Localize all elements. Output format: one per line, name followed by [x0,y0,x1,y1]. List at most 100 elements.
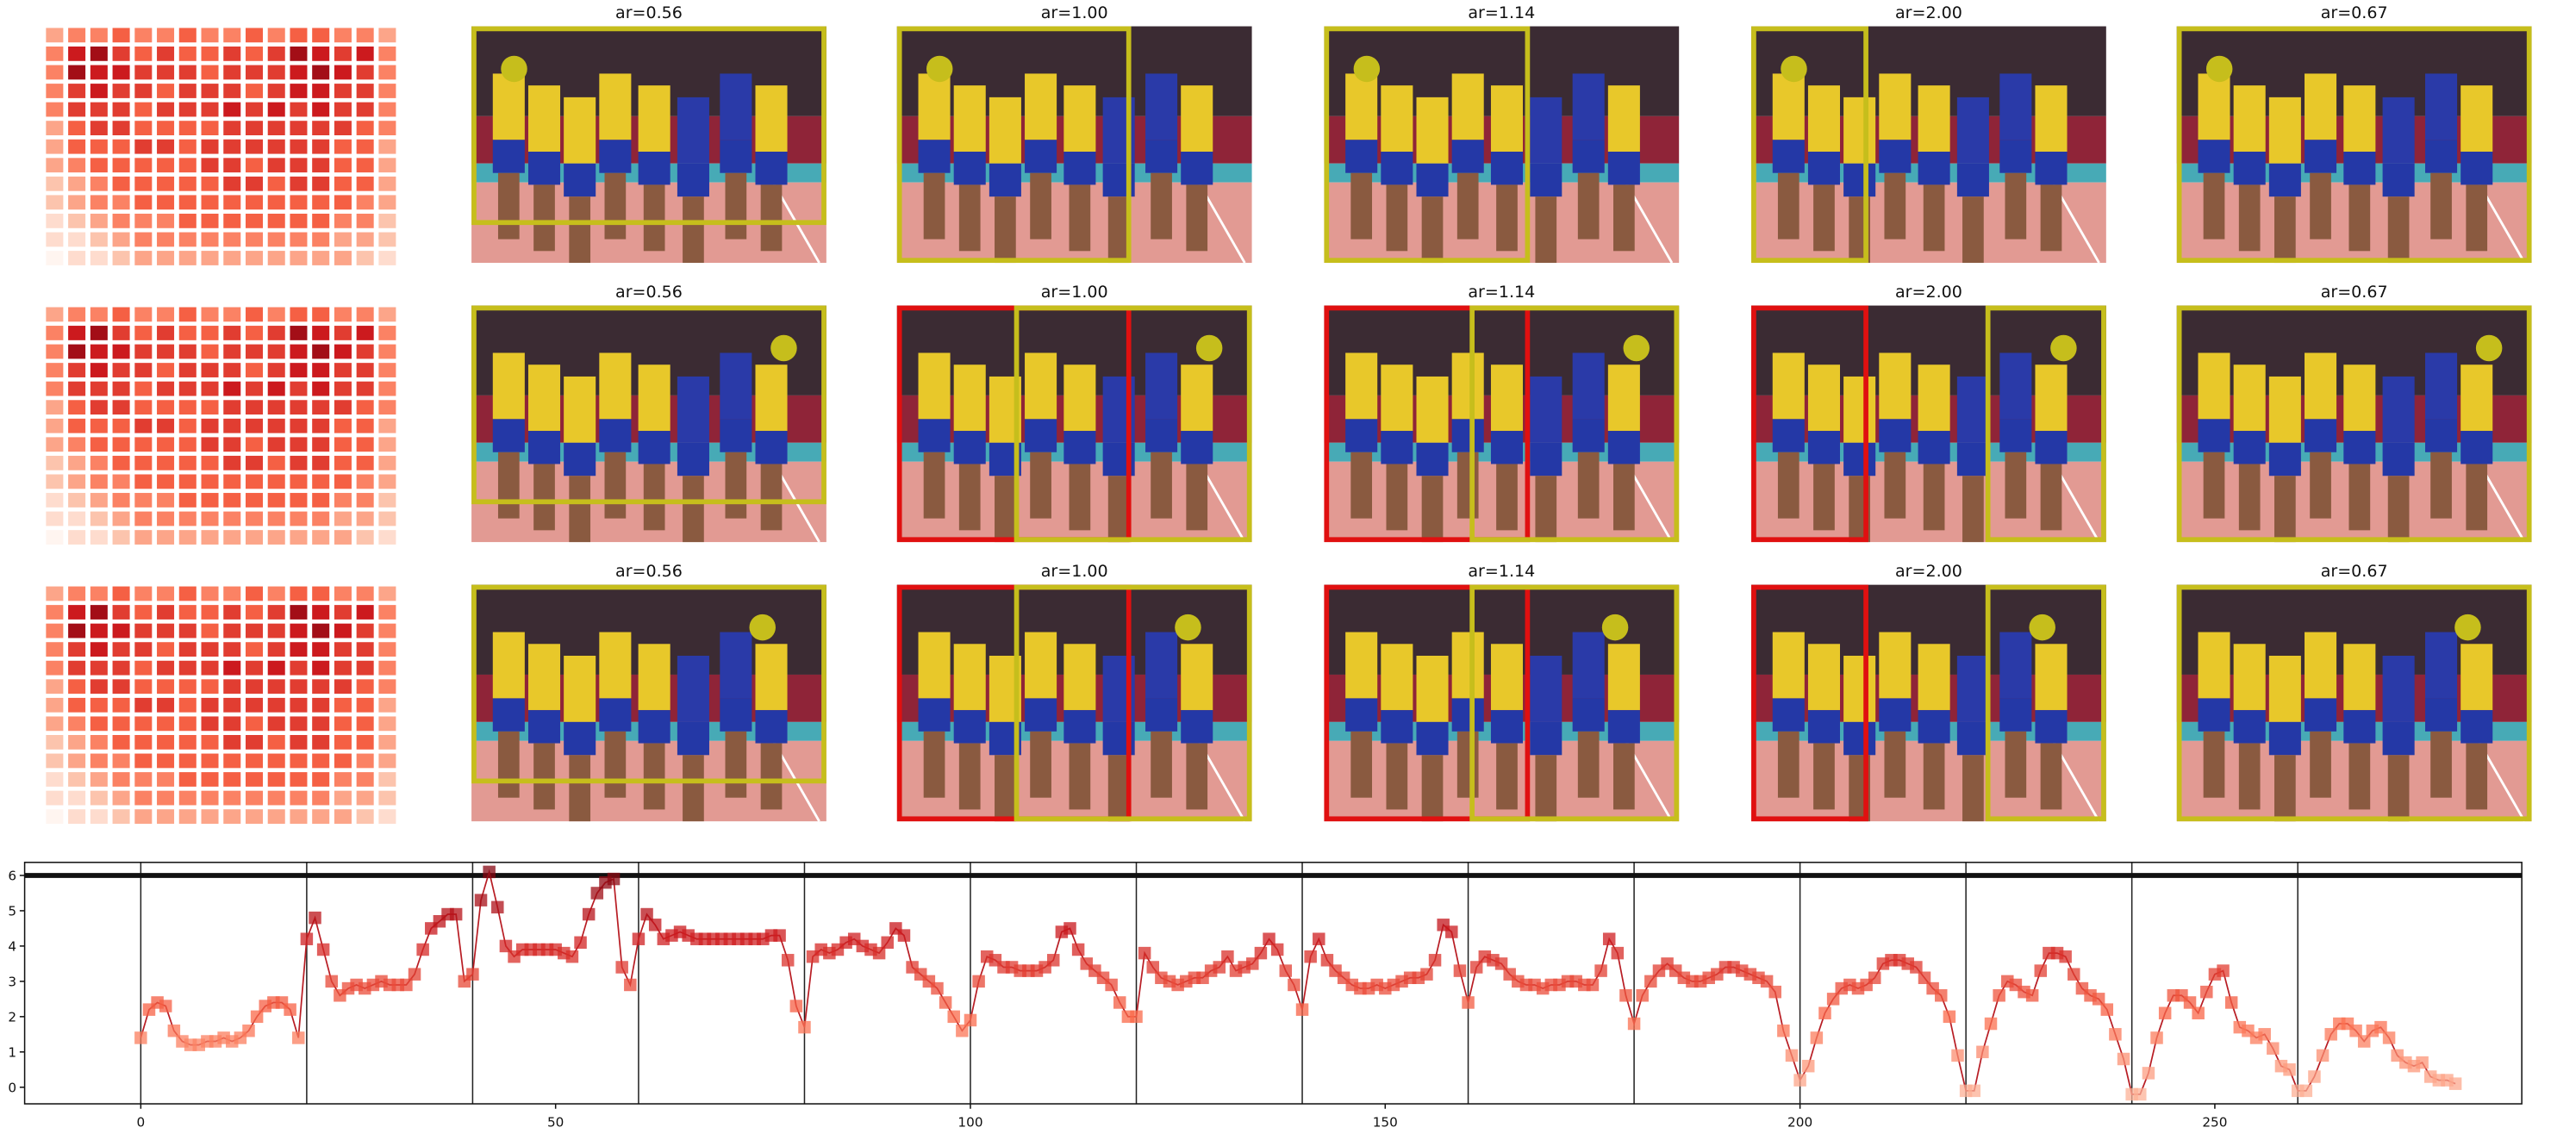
heatmap-cell [68,400,86,415]
heatmap-cell [178,623,196,639]
player-shirt [1181,364,1213,432]
heatmap-cell [267,660,285,676]
marker [1270,943,1284,956]
heatmap-cell [245,102,263,117]
heatmap-cell [356,530,374,545]
heatmap-cell [290,493,308,508]
heatmap-cell [90,586,108,601]
heatmap-cell [46,251,64,265]
heatmap-cell [267,307,285,322]
heatmap-cell [201,474,219,489]
heatmap-cell [334,28,352,43]
heatmap-cell [378,139,396,154]
crop-box [1469,584,1680,822]
heatmap-cell [178,158,196,173]
heatmap-cell [334,511,352,526]
heatmap-cell [201,326,219,340]
heatmap-cell [267,418,285,433]
heatmap-cell [134,139,153,154]
heatmap-cell [290,474,308,489]
player-shirt [1145,73,1178,140]
player-shirt [1381,644,1413,711]
player-shirt [989,97,1021,164]
player-shorts [755,710,788,744]
heatmap-cell [112,772,130,787]
player-shorts [1181,152,1213,185]
heatmap-cell [290,121,308,136]
marker [956,1024,969,1037]
heatmap-cell [356,716,374,732]
panel-title: ar=1.00 [1041,562,1108,581]
player-legs [2005,731,2027,798]
player-shorts [1025,140,1057,173]
heatmap-cell [312,158,330,173]
heatmap-cell [112,251,130,265]
player-shorts [564,442,596,477]
heatmap-cell [290,809,308,825]
player-legs [1421,196,1444,264]
heatmap-cell [134,642,153,657]
heatmap-cell [201,716,219,732]
marker [1777,1024,1790,1037]
heatmap-cell [245,437,263,452]
heatmap-cell [223,363,241,377]
heatmap-cell [112,679,130,695]
heatmap-cell [312,455,330,470]
player-shirt [492,632,525,699]
heatmap-cell [68,139,86,154]
heatmap-cell [378,474,396,489]
heatmap-cell [157,735,175,750]
marker [1213,961,1226,974]
heatmap-cell [90,65,108,80]
heatmap-cell [334,474,352,489]
player-legs [1613,464,1635,531]
heatmap-cell [157,530,175,545]
heatmap-cell [290,176,308,191]
heatmap-cell [134,679,153,695]
heatmap-cell [356,493,374,508]
heatmap-cell [267,716,285,732]
heatmap-cell [112,121,130,136]
player-shorts [1345,419,1378,452]
heatmap-cell [245,84,263,98]
heatmap-cell [334,84,352,98]
player-shorts [1530,721,1562,756]
marker [1935,989,1948,1002]
heatmap-cell [334,195,352,210]
player-shirt [1772,352,1805,420]
heatmap-cell [334,418,352,433]
crop-box [896,305,1132,543]
player-shirt [2233,644,2266,711]
heatmap-cell [267,176,285,191]
player-shorts [1025,698,1057,732]
marker [1951,1049,1964,1062]
player-shirt [1879,352,1912,420]
heatmap-cell [356,307,374,322]
marker [2117,1052,2130,1066]
heatmap-cell [334,46,352,61]
marker [565,950,579,963]
marker [1469,961,1483,974]
player-legs [1456,452,1479,519]
heatmap-cell [134,772,153,787]
y-tick-label: 0 [8,1080,16,1095]
heatmap-cell [245,493,263,508]
heatmap-cell [378,307,396,322]
player-shirt [1772,632,1805,699]
marker [499,939,513,953]
player-shorts [1063,431,1096,464]
heatmap-cell [134,605,153,620]
heatmap-cell [201,493,219,508]
player-shirt [1572,632,1605,699]
marker [1818,1006,1831,1019]
player-shirt [564,376,596,443]
player-legs [1107,196,1130,264]
player-shirt [1063,364,1096,432]
heatmap-cell [46,623,64,639]
heatmap-cell [356,679,374,695]
marker [1254,946,1268,960]
marker [648,919,662,931]
heatmap-cell [68,363,86,377]
heatmap-cell [223,121,241,136]
heatmap-cell [134,102,153,117]
